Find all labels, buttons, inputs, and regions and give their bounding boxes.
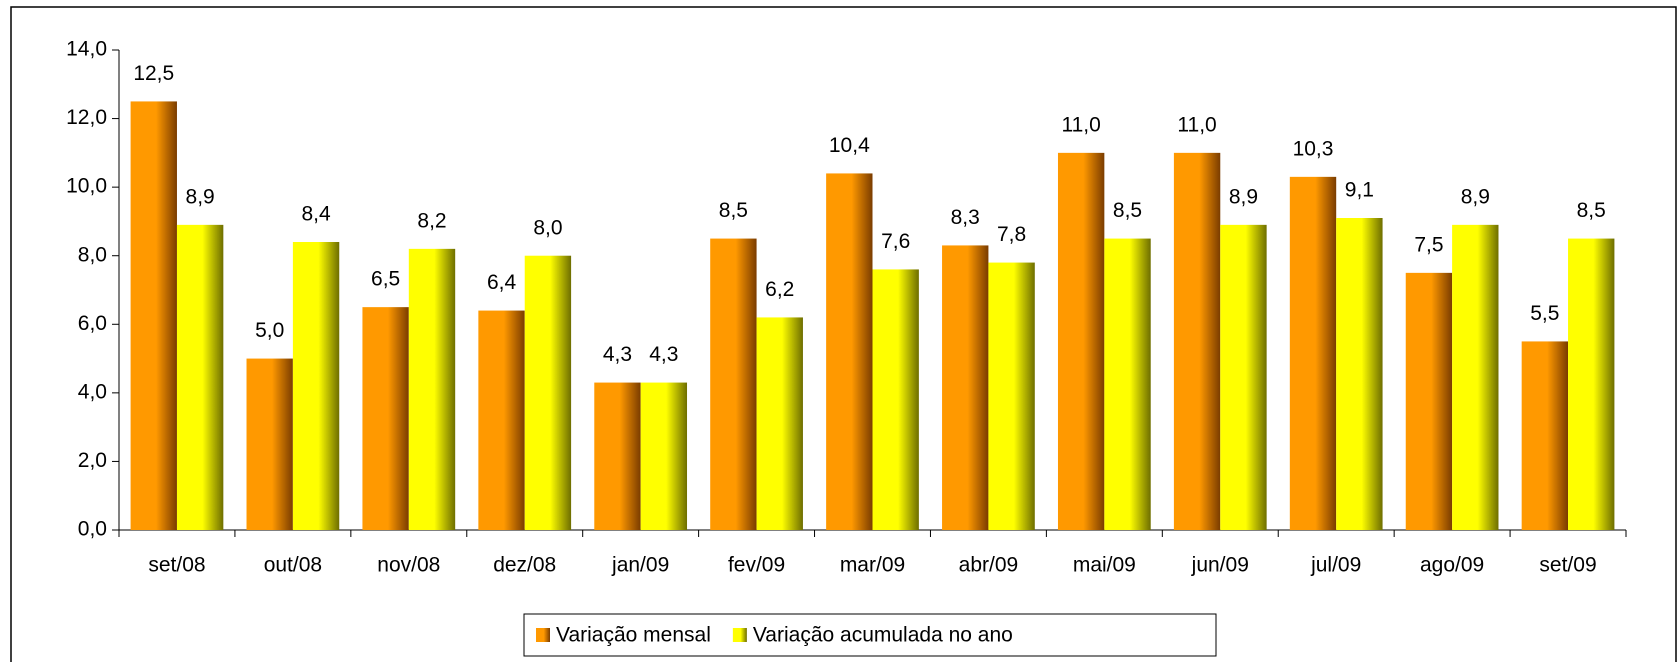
bar bbox=[130, 101, 177, 530]
y-tick-label: 0,0 bbox=[78, 518, 107, 541]
x-tick-label: set/09 bbox=[1539, 554, 1596, 577]
bar bbox=[524, 255, 572, 530]
bar bbox=[1057, 152, 1105, 530]
data-label: 6,5 bbox=[371, 268, 400, 291]
bar bbox=[408, 248, 456, 530]
data-label: 4,3 bbox=[603, 343, 632, 366]
data-label: 8,0 bbox=[533, 216, 562, 239]
data-label: 8,9 bbox=[1229, 185, 1258, 208]
bar bbox=[1452, 224, 1499, 530]
data-label: 8,5 bbox=[1113, 199, 1142, 222]
legend-label: Variação acumulada no ano bbox=[753, 624, 1013, 647]
y-tick-label: 12,0 bbox=[66, 106, 107, 129]
bar bbox=[478, 310, 525, 530]
bar bbox=[826, 173, 873, 530]
x-tick-label: abr/09 bbox=[959, 554, 1019, 577]
bar bbox=[640, 382, 688, 530]
data-label: 6,4 bbox=[487, 271, 517, 294]
bar bbox=[1173, 152, 1221, 530]
x-tick-label: out/08 bbox=[264, 554, 322, 577]
bar bbox=[594, 382, 641, 530]
bar bbox=[988, 262, 1035, 530]
x-tick-label: jul/09 bbox=[1310, 554, 1361, 577]
bar bbox=[1405, 272, 1453, 530]
legend-swatch bbox=[732, 628, 747, 642]
data-label: 7,8 bbox=[997, 223, 1026, 246]
bar bbox=[1336, 218, 1383, 530]
y-tick-label: 2,0 bbox=[78, 449, 107, 472]
bar bbox=[176, 224, 224, 530]
data-label: 10,3 bbox=[1293, 137, 1334, 160]
bar bbox=[1568, 238, 1615, 531]
bar bbox=[362, 307, 409, 530]
y-tick-label: 4,0 bbox=[78, 380, 107, 403]
bar bbox=[1104, 238, 1151, 531]
x-tick-label: jun/09 bbox=[1191, 554, 1249, 577]
x-tick-label: fev/09 bbox=[728, 554, 785, 577]
legend-label: Variação mensal bbox=[556, 624, 711, 647]
data-label: 11,0 bbox=[1061, 113, 1100, 136]
legend-box bbox=[523, 613, 1217, 657]
x-tick-label: ago/09 bbox=[1420, 554, 1484, 577]
data-label: 8,3 bbox=[951, 206, 980, 229]
bar bbox=[942, 245, 989, 530]
bar bbox=[1220, 224, 1267, 530]
data-label: 5,0 bbox=[255, 319, 284, 342]
x-tick-label: mai/09 bbox=[1073, 554, 1136, 577]
x-tick-label: nov/08 bbox=[377, 554, 440, 577]
x-tick-label: set/08 bbox=[148, 554, 205, 577]
y-tick-label: 8,0 bbox=[78, 243, 107, 266]
data-label: 8,2 bbox=[417, 209, 446, 232]
data-label: 7,5 bbox=[1414, 233, 1443, 256]
bar bbox=[292, 242, 340, 530]
data-label: 6,2 bbox=[765, 278, 794, 301]
x-tick-label: dez/08 bbox=[493, 554, 556, 577]
data-label: 12,5 bbox=[133, 62, 174, 85]
bar bbox=[246, 358, 293, 530]
data-label: 8,4 bbox=[301, 203, 331, 226]
bar bbox=[872, 269, 919, 530]
x-tick-label: jan/09 bbox=[611, 554, 669, 577]
data-label: 11,0 bbox=[1177, 113, 1216, 136]
data-label: 8,5 bbox=[719, 199, 748, 222]
data-label: 7,6 bbox=[881, 230, 910, 253]
chart-frame bbox=[10, 6, 1677, 662]
data-label: 9,1 bbox=[1345, 179, 1374, 202]
bar bbox=[710, 238, 757, 531]
bar bbox=[1289, 176, 1337, 530]
x-tick-label: mar/09 bbox=[840, 554, 905, 577]
bar bbox=[756, 317, 803, 530]
data-label: 8,9 bbox=[1461, 185, 1490, 208]
y-tick-label: 14,0 bbox=[66, 38, 107, 61]
data-label: 5,5 bbox=[1530, 302, 1559, 325]
data-label: 8,9 bbox=[186, 185, 215, 208]
legend-swatch bbox=[536, 628, 550, 642]
data-label: 4,3 bbox=[649, 343, 678, 366]
data-label: 8,5 bbox=[1577, 199, 1606, 222]
y-tick-label: 10,0 bbox=[66, 175, 107, 198]
data-label: 10,4 bbox=[829, 134, 870, 157]
bar bbox=[1521, 341, 1569, 530]
y-tick-label: 6,0 bbox=[78, 312, 107, 335]
